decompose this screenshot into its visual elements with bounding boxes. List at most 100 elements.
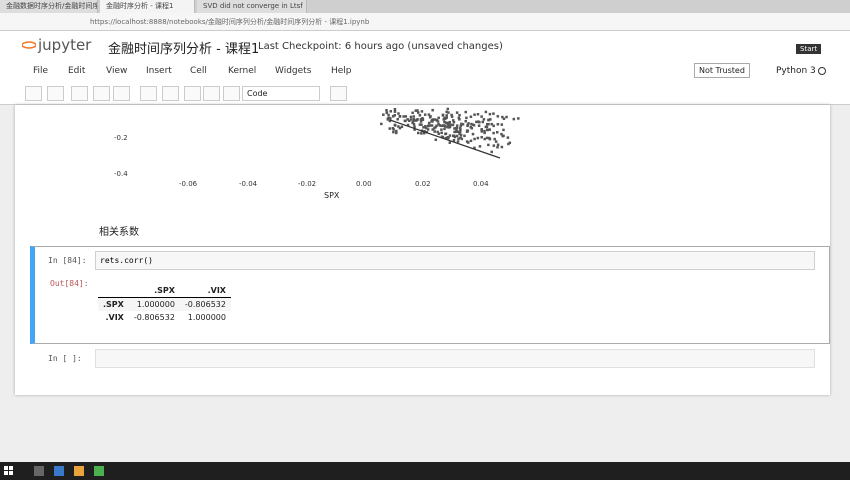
menu-item[interactable]: Widgets: [275, 66, 312, 76]
scatter-dot: [388, 119, 392, 123]
scatter-dot: [420, 110, 424, 113]
notebook-title[interactable]: 金融时间序列分析 - 课程1: [108, 42, 260, 57]
scatter-dot: [461, 123, 465, 126]
start-button[interactable]: Start: [796, 44, 822, 54]
tab[interactable]: 金融时序分析 - 课程1: [100, 0, 195, 13]
menu-item[interactable]: Edit: [68, 66, 86, 76]
toolbar-button[interactable]: [330, 86, 347, 101]
scatter-dot: [446, 107, 450, 111]
scatter-dot: [496, 143, 500, 147]
logo[interactable]: jupyter: [38, 36, 92, 54]
toolbar-button[interactable]: [184, 86, 201, 101]
scatter-dot: [480, 128, 483, 132]
scatter-dot: [451, 119, 455, 122]
x-tick-label: -0.06: [179, 180, 198, 188]
tab[interactable]: 金融数据时序分析/金融时间序列分析: [0, 0, 98, 13]
code-cell[interactable]: [30, 246, 830, 344]
logo-icon: [22, 41, 36, 49]
scatter-dot: [512, 117, 516, 121]
scatter-dot: [465, 116, 468, 120]
scatter-dot: [476, 136, 480, 140]
scatter-dot: [431, 108, 434, 112]
scatter-dot: [493, 137, 496, 141]
scatter-dot: [386, 117, 390, 120]
scatter-dot: [416, 131, 420, 135]
scatter-dot: [488, 112, 492, 116]
scatter-dot: [484, 125, 488, 129]
code-input[interactable]: [95, 349, 815, 368]
scatter-dot: [458, 126, 462, 130]
scatter-dot: [446, 122, 449, 126]
scatter-dot: [406, 123, 410, 127]
scatter-dot: [411, 111, 414, 115]
scatter-dot: [486, 128, 490, 132]
scatter-dot: [463, 134, 466, 138]
cell-type-select[interactable]: Code: [242, 86, 320, 101]
scatter-dot: [382, 113, 385, 116]
scatter-dot: [433, 118, 437, 121]
taskbar-icons: [4, 466, 104, 476]
toolbar-button[interactable]: [71, 86, 88, 101]
scatter-dot: [416, 111, 420, 114]
menu-item[interactable]: Kernel: [228, 66, 257, 76]
scatter-dot: [411, 121, 414, 125]
x-tick-label: 0.00: [356, 180, 372, 188]
scatter-dot: [459, 136, 462, 139]
scatter-dot: [435, 124, 438, 128]
scatter-dot: [506, 136, 510, 139]
scatter-dot: [471, 123, 475, 126]
trusted[interactable]: Not Trusted: [694, 63, 750, 78]
scatter-dot: [446, 126, 449, 129]
scatter-dot: [449, 123, 452, 127]
scatter-dot: [492, 112, 495, 115]
scatter-dot: [397, 125, 400, 128]
scatter-dot: [480, 135, 483, 139]
scatter-dot: [380, 122, 383, 126]
scatter-dot: [397, 112, 400, 115]
tab[interactable]: SVD did not converge in Ltsf: [197, 0, 307, 13]
scatter-dot: [409, 118, 413, 121]
scatter-dot: [393, 110, 397, 113]
menu-item[interactable]: Help: [331, 66, 352, 76]
scatter-dot: [422, 126, 425, 129]
menu-item[interactable]: View: [106, 66, 128, 76]
scatter-dot: [414, 109, 418, 112]
toolbar-button[interactable]: [93, 86, 110, 101]
scatter-dot: [404, 115, 408, 118]
scatter-dot: [496, 115, 500, 118]
toolbar-button[interactable]: [203, 86, 220, 101]
scatter-dot: [487, 122, 490, 126]
scatter-dot: [473, 146, 476, 150]
code-input[interactable]: [95, 251, 815, 270]
menu-item[interactable]: File: [33, 66, 49, 76]
toolbar-button[interactable]: [162, 86, 179, 101]
scatter-dot: [460, 122, 463, 126]
url[interactable]: https://localhost:8888/notebooks/金融时间序列分…: [90, 18, 370, 26]
scatter-dot: [435, 118, 439, 122]
scatter-dot: [394, 124, 397, 127]
toolbar-button[interactable]: [223, 86, 240, 101]
menu-item[interactable]: Cell: [190, 66, 207, 76]
scatter-dot: [508, 141, 512, 145]
scatter-dot: [448, 141, 452, 144]
toolbar-button[interactable]: [140, 86, 157, 101]
scatter-dot: [427, 113, 431, 116]
scatter-dot: [385, 108, 388, 112]
scatter-dot: [444, 136, 448, 140]
scatter-dot: [464, 119, 467, 123]
scatter-dot: [467, 122, 470, 125]
scatter-dot: [389, 110, 393, 113]
in-prompt: In [84]:: [48, 256, 87, 265]
menu-item[interactable]: Insert: [146, 66, 172, 76]
scatter-dot: [458, 118, 461, 121]
toolbar-button[interactable]: [47, 86, 64, 101]
scatter-dot: [469, 139, 473, 143]
scatter-dot: [428, 116, 432, 119]
dataframe: .SPX .VIX .SPX 1.000000 -0.806532 .VIX -0.8065…: [98, 284, 231, 324]
scatter-dot: [495, 131, 499, 134]
toolbar-button[interactable]: [113, 86, 130, 101]
scatter-dot: [450, 115, 454, 118]
scatter-dot: [496, 146, 499, 149]
scatter-dot: [434, 125, 437, 129]
toolbar-button[interactable]: [25, 86, 42, 101]
